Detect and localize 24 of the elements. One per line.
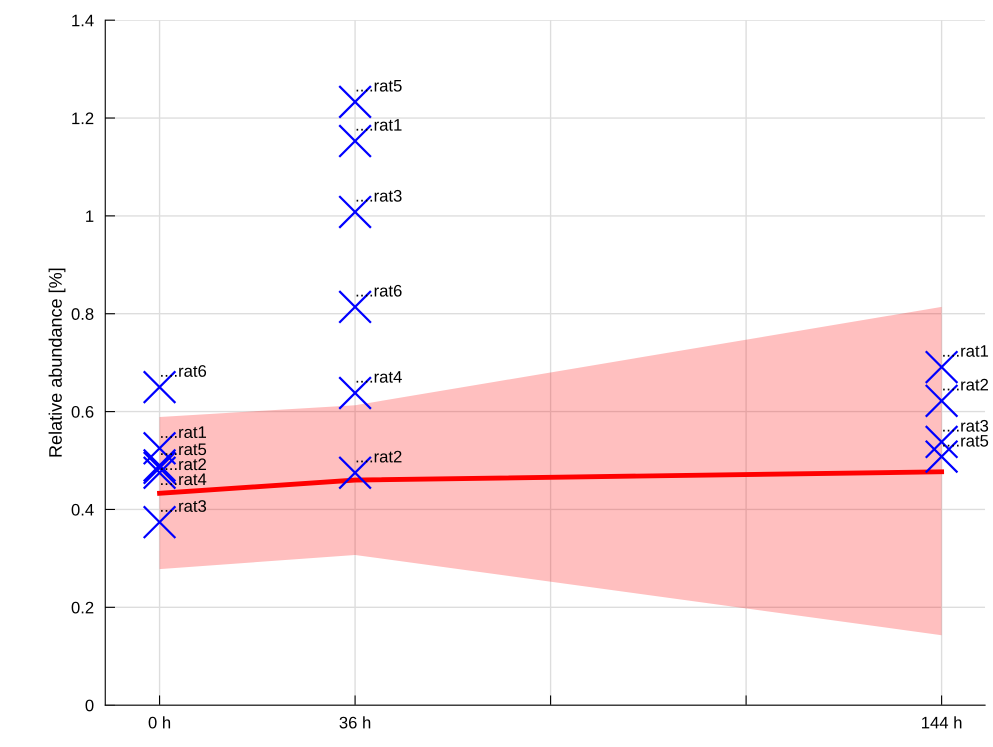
annotation: ....rat5 [356,80,402,92]
annotation: ....rat3 [161,500,206,512]
y-tick-label: 1.4 [72,14,94,26]
annotation: ....rat6 [161,365,206,377]
annotation: ....rat3 [356,190,402,202]
x-tick-label: 36 h [339,716,370,729]
annotation: ....rat1 [356,119,402,131]
y-tick-label: 0.6 [72,406,94,418]
y-tick-label: 0.2 [72,602,94,614]
y-axis-title: Relative abundance [%] [48,268,66,457]
y-tick-label: 0 [86,700,94,712]
x-tick-label: 0 h [148,716,170,729]
annotation: ....rat1 [161,426,206,438]
annotation: ....rat6 [356,284,402,297]
annotation: ....rat2 [356,450,402,463]
annotation: ....rat4 [356,371,402,383]
y-tick-label: 1 [86,210,94,222]
annotation: ....rat1 [943,345,988,357]
x-tick-label: 144 h [922,716,962,728]
annotation: ....rat3 [943,420,988,432]
y-tick-label: 1.2 [72,112,94,124]
y-tick-label: 0.8 [72,308,94,320]
y-tick-label: 0.4 [72,504,94,516]
annotation: ....rat2 [943,378,988,391]
